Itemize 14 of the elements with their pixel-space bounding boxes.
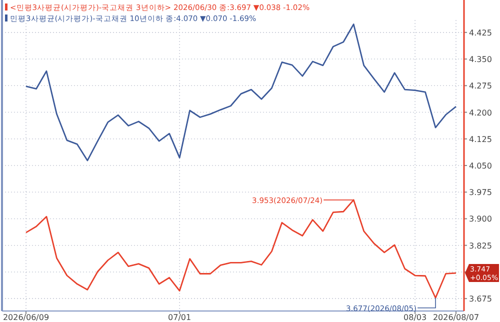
- y-tick-label: 3.825: [469, 241, 492, 250]
- x-tick-label: 08/03: [404, 313, 427, 322]
- y-tick-label: 3.975: [469, 188, 492, 198]
- x-tick-label: 2026/08/07: [432, 313, 480, 322]
- y-tick-label: 3.675: [469, 294, 492, 304]
- x-tick-label: 07/01: [168, 313, 192, 322]
- y-tick-label: 4.125: [469, 134, 492, 144]
- y-tick-label: 4.425: [469, 28, 492, 38]
- y-tick-label: 4.275: [469, 82, 492, 91]
- x-tick-label: 2026/06/09: [2, 313, 50, 322]
- y-tick-label: 3.900: [469, 214, 492, 224]
- y-tick-label: 4.050: [469, 162, 492, 170]
- y-tick-label: 4.350: [469, 55, 492, 64]
- y-tick-label: 4.200: [469, 108, 492, 118]
